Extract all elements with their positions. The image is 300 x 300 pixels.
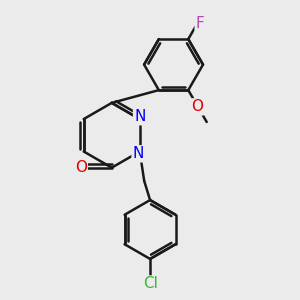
Text: Cl: Cl — [142, 277, 158, 292]
Text: N: N — [133, 146, 144, 161]
Text: O: O — [191, 99, 203, 114]
Text: N: N — [134, 109, 146, 124]
Text: O: O — [75, 160, 87, 175]
Text: F: F — [196, 16, 204, 31]
